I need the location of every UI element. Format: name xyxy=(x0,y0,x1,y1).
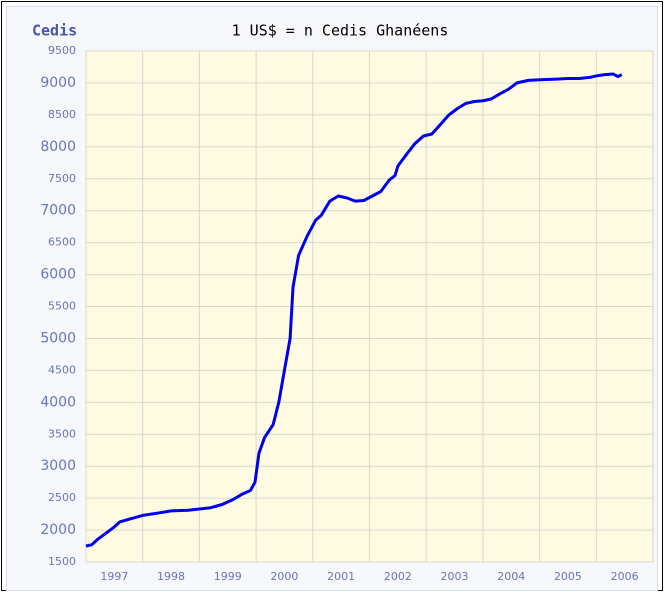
y-tick-label: 6500 xyxy=(48,236,76,249)
x-tick-label: 1998 xyxy=(157,570,185,583)
y-tick-label: 2000 xyxy=(40,522,76,538)
x-tick-label: 2000 xyxy=(270,570,298,583)
y-tick-label: 4500 xyxy=(48,363,76,376)
y-tick-label: 8500 xyxy=(48,108,76,121)
y-tick-label: 8000 xyxy=(40,139,76,155)
chart-title: 1 US$ = n Cedis Ghanéens xyxy=(232,22,449,40)
x-tick-label: 2001 xyxy=(327,570,355,583)
x-tick-label: 2003 xyxy=(441,570,469,583)
y-tick-label: 9000 xyxy=(40,75,76,91)
y-tick-label: 3500 xyxy=(48,427,76,440)
y-tick-label: 5000 xyxy=(40,330,76,346)
y-tick-label: 7500 xyxy=(48,172,76,185)
y-tick-label: 2500 xyxy=(48,491,76,504)
y-tick-label: 1500 xyxy=(48,555,76,568)
x-tick-label: 1997 xyxy=(100,570,128,583)
y-tick-label: 4000 xyxy=(40,394,76,410)
x-tick-label: 2002 xyxy=(384,570,412,583)
y-tick-label: 6000 xyxy=(40,267,76,283)
y-axis-label: Cedis xyxy=(32,22,77,40)
y-tick-label: 5500 xyxy=(48,300,76,313)
y-tick-label: 9500 xyxy=(48,44,76,57)
x-tick-label: 1999 xyxy=(214,570,242,583)
x-tick-label: 2006 xyxy=(611,570,639,583)
y-tick-label: 7000 xyxy=(40,203,76,219)
data-line xyxy=(85,72,623,548)
y-tick-label: 3000 xyxy=(40,458,76,474)
x-tick-label: 2004 xyxy=(497,570,525,583)
x-tick-label: 2005 xyxy=(554,570,582,583)
